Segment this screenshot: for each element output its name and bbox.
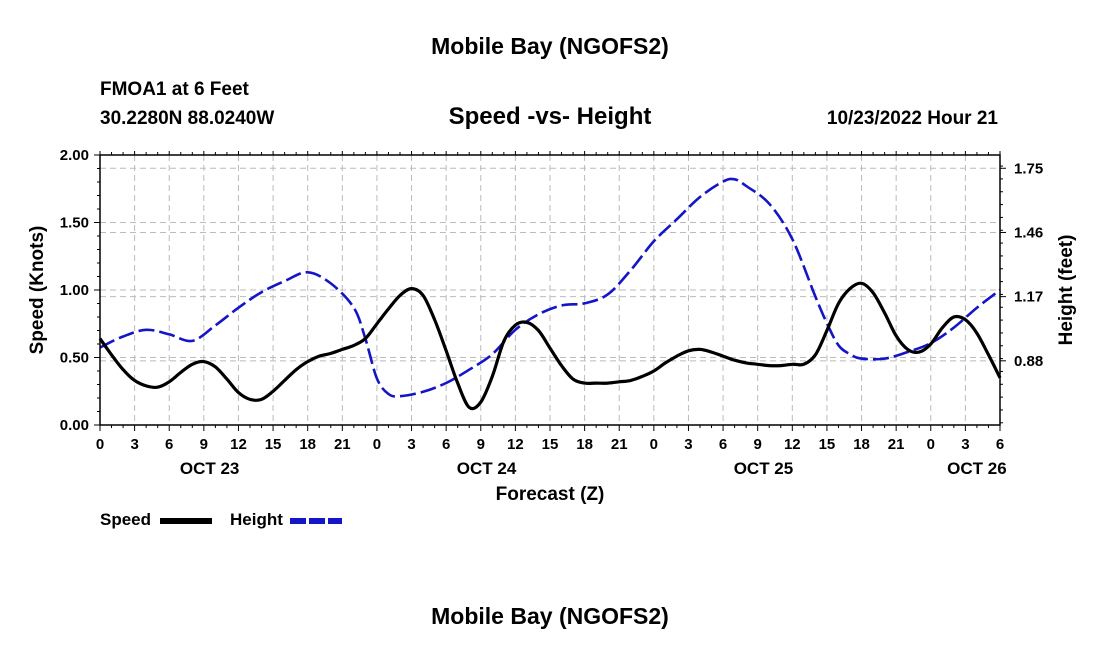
station-name: FMOA1 at 6 Feet (100, 79, 250, 100)
y-right-tick-label: 1.17 (1014, 289, 1043, 306)
y-left-tick-label: 0.00 (60, 417, 89, 434)
x-tick-label: 18 (576, 436, 593, 453)
x-tick-label: 9 (200, 436, 208, 453)
station-coords: 30.2280N 88.0240W (100, 108, 274, 129)
x-tick-label: 12 (230, 436, 247, 453)
x-tick-label: 3 (407, 436, 415, 453)
x-day-label: OCT 24 (457, 459, 517, 478)
legend-speed-label: Speed (100, 510, 151, 529)
series-speed-line (98, 281, 1002, 411)
x-tick-label: 21 (611, 436, 628, 453)
x-day-label: OCT 25 (734, 459, 794, 478)
x-tick-label: 0 (927, 436, 935, 453)
x-tick-label: 21 (334, 436, 351, 453)
x-tick-label: 18 (853, 436, 870, 453)
x-tick-label: 15 (819, 436, 836, 453)
y-left-tick-label: 1.50 (60, 215, 89, 232)
x-tick-label: 6 (719, 436, 727, 453)
x-tick-label: 15 (542, 436, 559, 453)
bottom-title: Mobile Bay (NGOFS2) (431, 603, 669, 629)
x-tick-label: 9 (477, 436, 485, 453)
x-tick-label: 15 (265, 436, 282, 453)
y-left-tick-label: 2.00 (60, 147, 89, 164)
x-tick-label: 6 (165, 436, 173, 453)
x-tick-label: 6 (442, 436, 450, 453)
x-tick-label: 0 (96, 436, 104, 453)
x-tick-label: 9 (754, 436, 762, 453)
x-day-label: OCT 26 (947, 459, 1007, 478)
x-tick-label: 3 (130, 436, 138, 453)
x-tick-label: 3 (961, 436, 969, 453)
x-day-label: OCT 23 (180, 459, 240, 478)
x-tick-label: 12 (784, 436, 801, 453)
x-tick-label: 6 (996, 436, 1004, 453)
axes: 0 3 6 9 12 15 18 21 0 3 6 9 12 15 18 21 0 3 6 9 12 15 18 21 0 3 6O… (60, 147, 1043, 478)
y-right-tick-label: 0.88 (1014, 353, 1043, 370)
x-tick-label: 12 (507, 436, 524, 453)
x-tick-label: 0 (650, 436, 658, 453)
grid (100, 155, 1000, 425)
legend: Speed Height (100, 510, 342, 529)
page-title: Mobile Bay (NGOFS2) (431, 33, 669, 59)
x-tick-label: 0 (373, 436, 381, 453)
y-axis-left-label: Speed (Knots) (27, 226, 48, 355)
chart-title: Speed -vs- Height (449, 103, 652, 130)
y-axis-right-label: Height (feet) (1056, 235, 1077, 346)
y-left-tick-label: 1.00 (60, 282, 89, 299)
y-right-tick-label: 1.46 (1014, 224, 1043, 241)
x-tick-label: 3 (684, 436, 692, 453)
y-right-tick-label: 1.75 (1014, 160, 1043, 177)
series-layer (98, 177, 1002, 411)
legend-height-label: Height (230, 510, 283, 529)
x-tick-label: 18 (299, 436, 316, 453)
series-height-line (99, 177, 1001, 398)
x-axis-label: Forecast (Z) (496, 484, 605, 505)
forecast-date: 10/23/2022 Hour 21 (827, 108, 999, 129)
x-tick-label: 21 (888, 436, 905, 453)
y-left-tick-label: 0.50 (60, 350, 89, 367)
